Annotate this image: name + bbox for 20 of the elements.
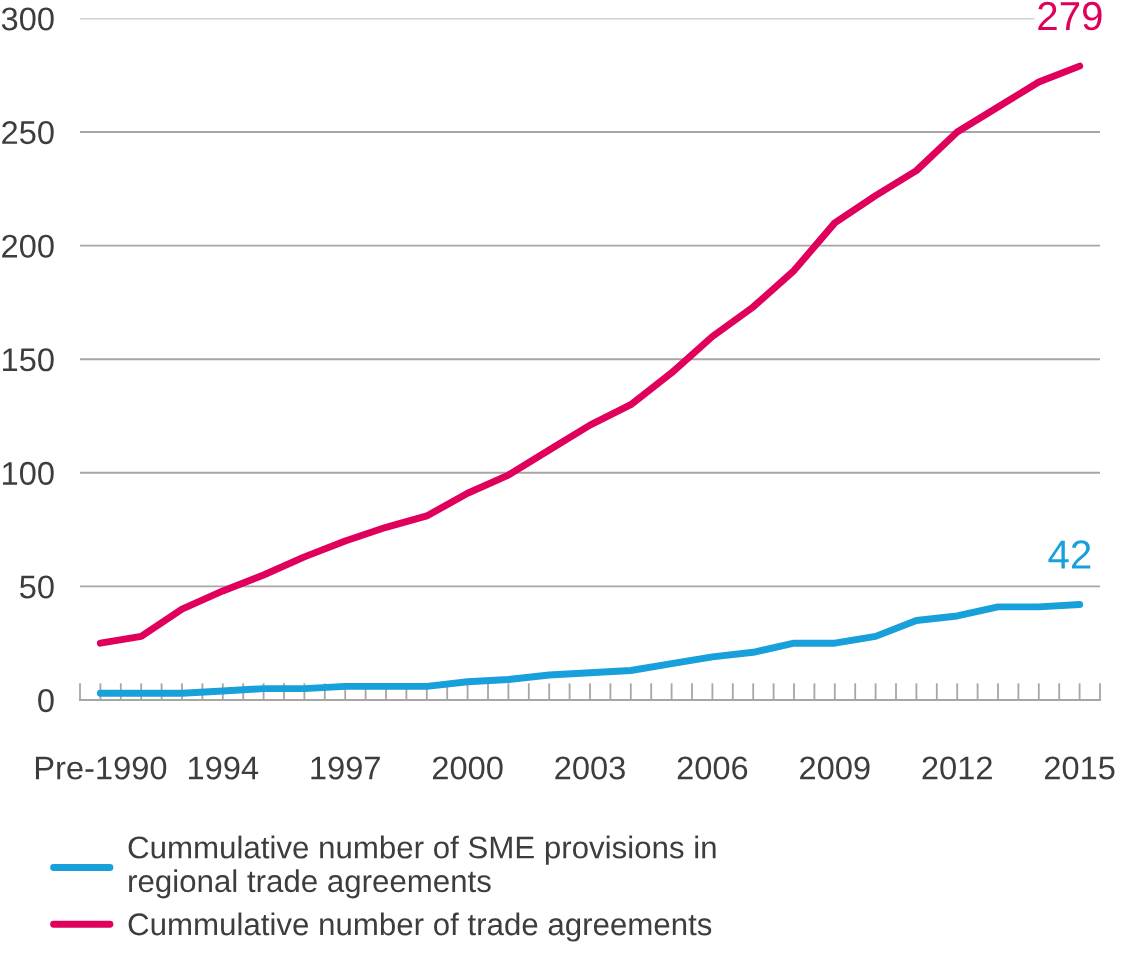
x-tick-label: 2003 [555, 756, 625, 780]
x-tick-label: 2012 [922, 756, 992, 780]
y-tick-label: 250 [2, 121, 54, 145]
y-tick-label: 0 [38, 689, 54, 713]
x-tick-label: Pre-1990 [35, 756, 167, 780]
y-tick-label: 200 [2, 234, 54, 258]
x-tick-label: 2015 [1044, 756, 1115, 780]
x-tick-label: 1994 [188, 756, 259, 780]
x-tick-label: 2000 [432, 756, 503, 780]
y-tick-label: 300 [1, 7, 54, 31]
x-tick-label: 2009 [800, 756, 870, 780]
y-tick-label: 50 [20, 575, 54, 599]
y-tick-label: 100 [3, 461, 54, 485]
y-tick-label: 150 [3, 348, 54, 372]
x-tick-label: 1997 [311, 756, 380, 780]
legend-label: Cummulative number of trade agreements [128, 912, 712, 942]
legend-label: Cummulative number of SME provisions in regional trade agreements [128, 835, 716, 899]
x-tick-label: 2006 [677, 756, 748, 780]
data-label: 42 [1048, 540, 1091, 569]
data-label: 279 [1038, 1, 1102, 31]
